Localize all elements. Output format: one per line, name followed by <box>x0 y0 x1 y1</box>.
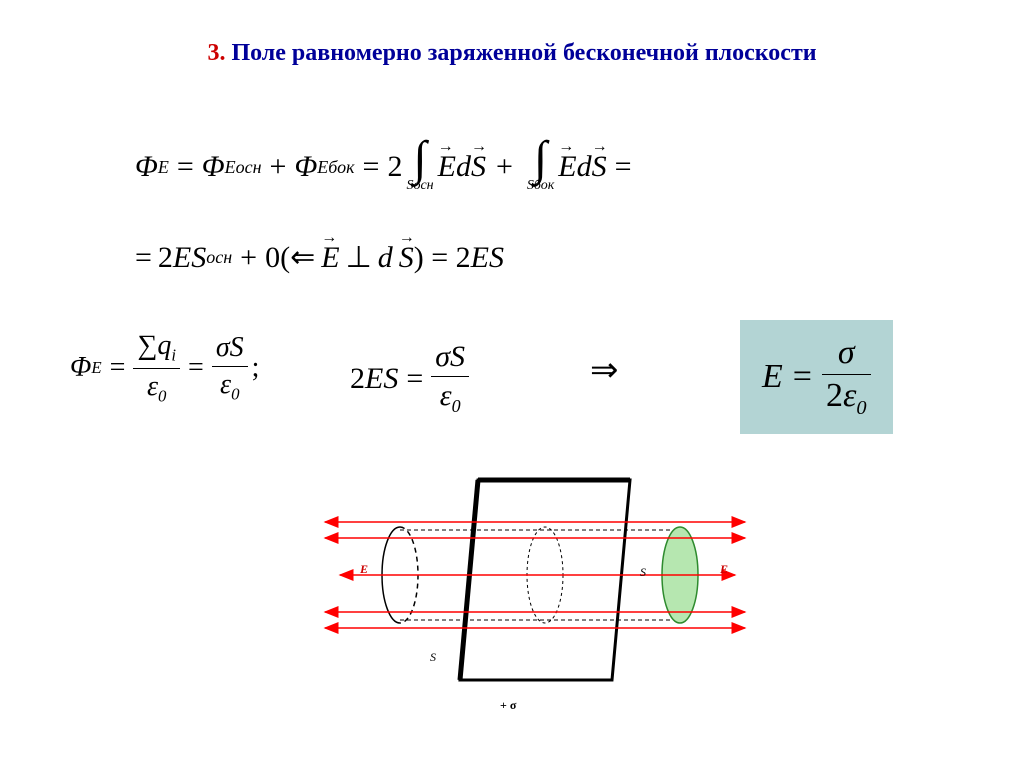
field-lines <box>325 522 745 628</box>
integral-icon: ∫ <box>534 140 547 178</box>
equation-gauss-charge: ΦE = ∑qi ε0 = σS ε0 ; <box>70 330 259 406</box>
label-E-right: E <box>720 562 728 577</box>
charged-plane <box>460 480 630 680</box>
title-number: 3. <box>207 40 225 66</box>
gaussian-pillbox-diagram <box>280 460 760 740</box>
label-E-left: E <box>360 562 368 577</box>
label-S-right: S <box>640 565 646 580</box>
label-sigma: + σ <box>500 698 516 713</box>
equation-flux-decomposition: ΦE = ΦEосн + ΦEбок = 2 ∫ Sосн →Ed→dSS + … <box>135 140 895 194</box>
equation-2ES: 2ES = σS ε0 <box>350 340 469 417</box>
equation-flux-result: = 2ESосн + 0(⇐ →E ⊥ d→S ) = 2ES <box>135 240 735 275</box>
integral-icon: ∫ <box>413 140 426 178</box>
equation-result-E: E = σ 2ε0 <box>740 320 893 434</box>
title-text: Поле равномерно заряженной бесконечной п… <box>225 40 816 66</box>
page-title: 3. Поле равномерно заряженной бесконечно… <box>0 0 1024 67</box>
label-S-bottom: S <box>430 650 436 665</box>
implies-arrow: ⇒ <box>590 350 619 390</box>
